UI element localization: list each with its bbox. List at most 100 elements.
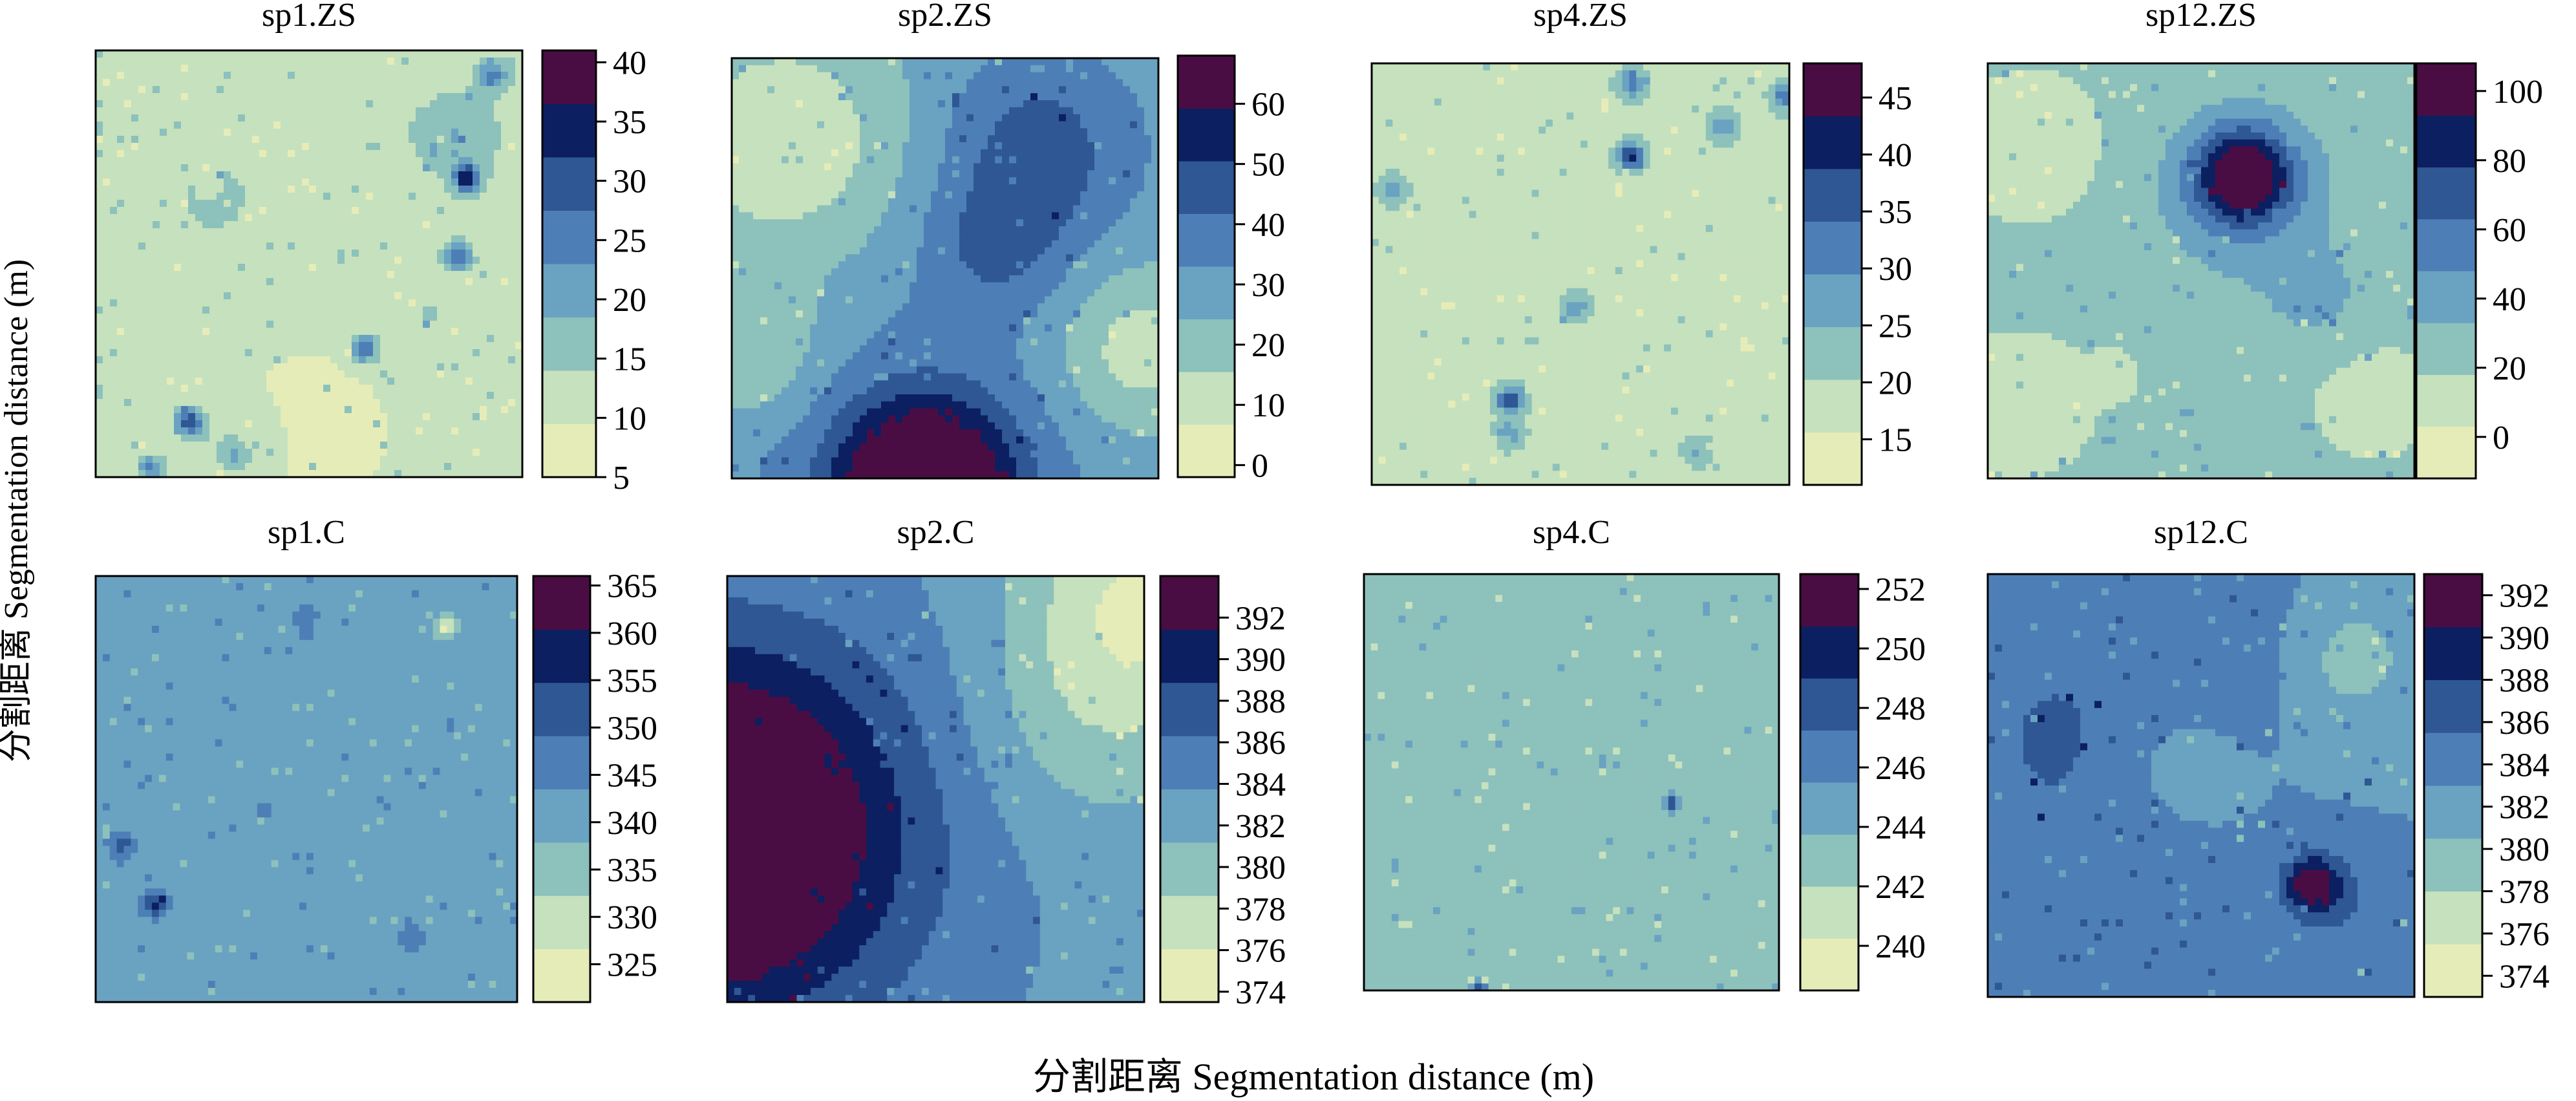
heatmap-cell [838, 142, 846, 150]
heatmap-cell [124, 242, 132, 250]
heatmap-cell [373, 406, 381, 414]
heatmap-cell [373, 449, 381, 456]
heatmap-cell [416, 356, 423, 364]
heatmap-cell [1130, 107, 1138, 115]
heatmap-cell [753, 107, 761, 115]
heatmap-cell [309, 214, 317, 222]
heatmap-cell [110, 349, 118, 357]
heatmap-cell [974, 212, 981, 220]
heatmap-cell [281, 221, 288, 229]
heatmap-cell [217, 370, 224, 378]
heatmap-cell [167, 93, 175, 101]
heatmap-cell [494, 299, 502, 307]
heatmap-cell [96, 122, 103, 129]
heatmap-cell [874, 93, 882, 101]
heatmap-cell [487, 93, 495, 101]
heatmap-cell [224, 200, 231, 208]
heatmap-cell [103, 50, 111, 58]
heatmap-cell [838, 191, 846, 199]
heatmap-cell [974, 163, 981, 171]
heatmap-cell [409, 285, 416, 293]
heatmap-cell [931, 100, 939, 108]
heatmap-cell [846, 212, 853, 220]
heatmap-cell [103, 363, 111, 371]
heatmap-cell [359, 164, 367, 172]
heatmap-cell [359, 50, 367, 58]
heatmap-cell [796, 149, 804, 157]
heatmap-cell [153, 235, 160, 243]
heatmap-cell [373, 463, 381, 471]
heatmap-cell [423, 193, 431, 200]
colorbar-band [542, 210, 596, 264]
heatmap-cell [295, 427, 303, 435]
heatmap-cell [732, 135, 740, 143]
heatmap-cell [174, 72, 182, 80]
heatmap-cell [767, 163, 775, 171]
heatmap-cell [515, 463, 523, 471]
heatmap-cell [387, 257, 395, 264]
heatmap-cell [739, 79, 747, 87]
heatmap-cell [124, 335, 132, 343]
heatmap-cell [259, 193, 267, 200]
heatmap-cell [1123, 205, 1131, 213]
heatmap-cell [281, 171, 288, 179]
heatmap-cell [316, 321, 324, 328]
heatmap-cell [266, 420, 274, 428]
heatmap-cell [174, 171, 182, 179]
heatmap-cell [394, 86, 402, 94]
heatmap-cell [273, 50, 281, 58]
heatmap-cell [160, 271, 167, 279]
heatmap-cell [337, 257, 345, 264]
heatmap-cell [444, 328, 452, 336]
heatmap-cell [394, 292, 402, 300]
heatmap-cell [1002, 121, 1010, 129]
heatmap-cell [423, 129, 431, 136]
heatmap-cell [167, 356, 175, 364]
heatmap-cell [1116, 128, 1123, 136]
heatmap-cell [1109, 135, 1116, 143]
heatmap-cell [138, 143, 146, 151]
heatmap-cell [831, 128, 839, 136]
heatmap-cell [902, 135, 910, 143]
heatmap-cell [487, 136, 495, 144]
heatmap-cell [515, 129, 523, 136]
heatmap-cell [902, 65, 910, 73]
heatmap-cell [224, 50, 231, 58]
heatmap-cell [494, 242, 502, 250]
heatmap-cell [288, 235, 295, 243]
heatmap-cell [451, 271, 459, 279]
heatmap-cell [380, 72, 388, 80]
heatmap-cell [1080, 135, 1088, 143]
heatmap-cell [924, 100, 931, 108]
heatmap-cell [266, 107, 274, 115]
heatmap-cell [124, 470, 132, 478]
heatmap-cell [501, 370, 509, 378]
heatmap-cell [124, 186, 132, 193]
heatmap-cell [288, 449, 295, 456]
heatmap-cell [288, 406, 295, 414]
heatmap-cell [888, 191, 896, 199]
heatmap-cell [465, 136, 473, 144]
heatmap-cell [1151, 149, 1159, 157]
heatmap-cell [380, 442, 388, 449]
heatmap-cell [245, 406, 253, 414]
heatmap-cell [238, 242, 246, 250]
heatmap-cell [217, 150, 224, 158]
heatmap-cell [138, 470, 146, 478]
heatmap-cell [345, 399, 352, 407]
heatmap-cell [145, 186, 153, 193]
heatmap-cell [245, 342, 253, 350]
heatmap-cell [487, 58, 495, 65]
heatmap-cell [259, 171, 267, 179]
heatmap-cell [487, 264, 495, 272]
heatmap-cell [103, 413, 111, 421]
heatmap-cell [138, 399, 146, 407]
heatmap-cell [195, 157, 203, 165]
heatmap-cell [867, 184, 875, 192]
heatmap-cell [202, 285, 210, 293]
heatmap-cell [501, 72, 509, 80]
heatmap-cell [465, 399, 473, 407]
heatmap-cell [416, 242, 423, 250]
heatmap-cell [238, 150, 246, 158]
heatmap-cell [1016, 72, 1024, 80]
